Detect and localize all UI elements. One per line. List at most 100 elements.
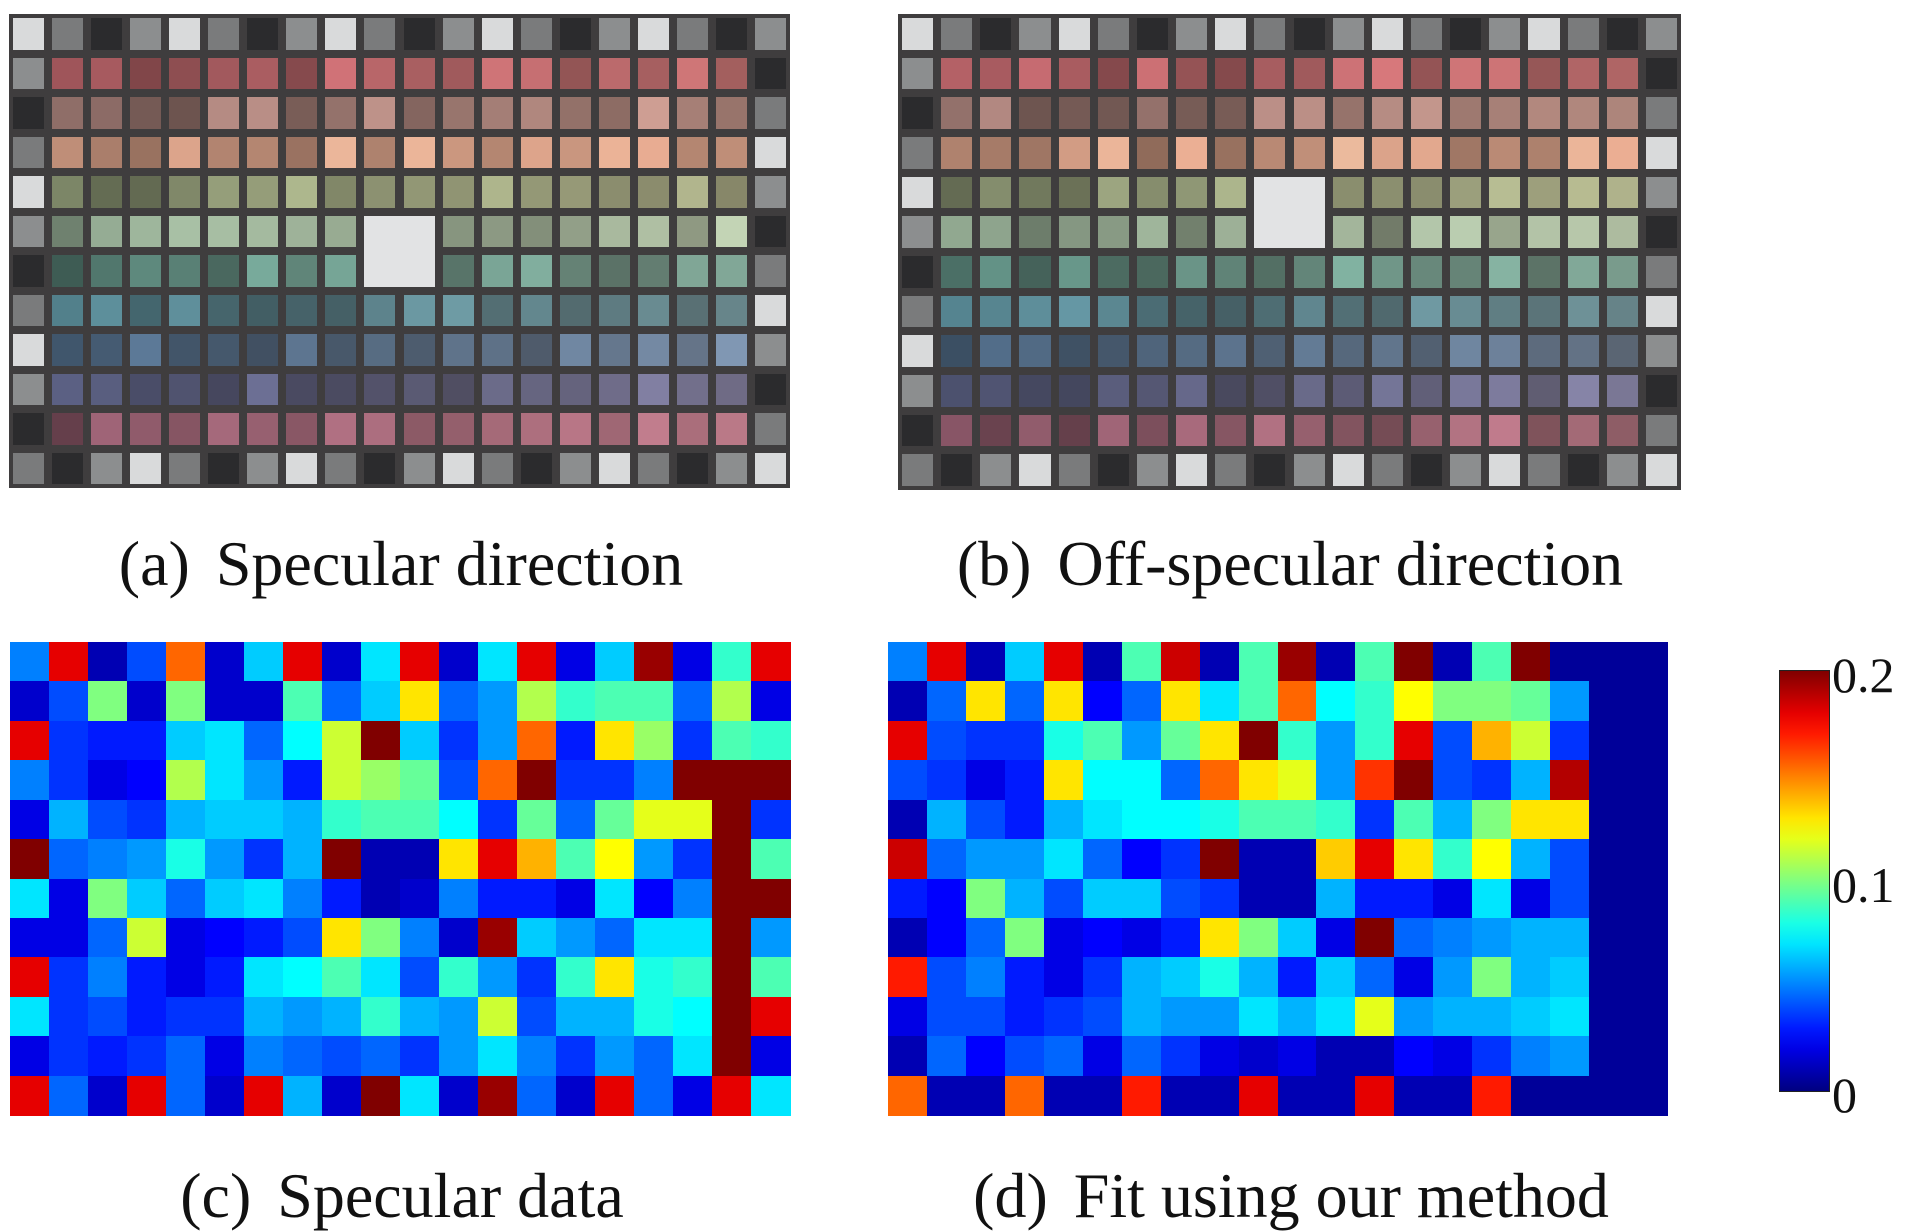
color-patch (1410, 18, 1443, 50)
heatmap-cell (322, 878, 362, 919)
color-patch (1528, 18, 1560, 50)
color-patch (91, 452, 123, 484)
heatmap-cell (1511, 720, 1551, 761)
color-patch (715, 294, 747, 326)
heatmap-cell (673, 720, 713, 761)
heatmap-cell (1082, 878, 1123, 919)
color-patch (980, 454, 1012, 486)
color-patch (1450, 454, 1482, 486)
color-patch (481, 294, 513, 326)
color-patch (1606, 335, 1638, 367)
heatmap-cell (751, 642, 791, 683)
color-patch (941, 176, 973, 209)
heatmap-cell (1160, 720, 1201, 761)
heatmap-cell (1394, 1075, 1434, 1116)
heatmap-cell (1199, 1036, 1240, 1077)
heatmap-cell (49, 957, 89, 998)
heatmap-cell (1511, 760, 1551, 801)
heatmap-cell (1433, 642, 1473, 683)
color-patch (130, 97, 162, 129)
heatmap-cell (127, 917, 167, 958)
color-patch (1332, 335, 1364, 367)
heatmap-cell (1043, 996, 1084, 1037)
color-patch (941, 97, 973, 129)
color-patch (325, 373, 357, 405)
heatmap-cell (439, 917, 479, 958)
heatmap-cell (283, 681, 323, 722)
color-patch (403, 176, 435, 208)
color-patch (1450, 256, 1482, 288)
color-patch (1293, 295, 1325, 328)
heatmap-cell (1511, 1075, 1551, 1116)
color-patch (637, 97, 669, 129)
heatmap-cell (1628, 917, 1668, 958)
color-patch (442, 176, 474, 208)
color-patch (1450, 176, 1482, 209)
color-patch (1410, 454, 1443, 486)
heatmap-cell (1472, 996, 1512, 1037)
color-patch (91, 57, 123, 89)
color-patch (1293, 414, 1325, 447)
color-patch (1097, 256, 1129, 288)
color-patch (1097, 57, 1129, 90)
heatmap-cell (1082, 681, 1123, 722)
heatmap-cell (166, 996, 206, 1037)
heatmap-cell (1511, 799, 1551, 840)
color-patch (676, 294, 708, 326)
color-patch (980, 295, 1012, 328)
heatmap-cell (595, 996, 635, 1037)
color-patch (1567, 335, 1599, 367)
color-patch (208, 334, 240, 366)
heatmap-cell (166, 917, 206, 958)
color-patch (1489, 454, 1521, 486)
heatmap-cell (517, 839, 557, 880)
color-patch (1410, 335, 1443, 367)
color-patch (637, 18, 669, 50)
color-patch (1176, 137, 1208, 169)
heatmap-cell (400, 957, 440, 998)
heatmap-cell (1394, 839, 1434, 880)
color-patch (325, 294, 357, 326)
color-patch (1606, 375, 1638, 407)
color-patch (1097, 414, 1129, 447)
heatmap-cell (751, 878, 791, 919)
heatmap-cell (1550, 720, 1590, 761)
color-patch (1097, 216, 1129, 248)
color-patch (1371, 176, 1403, 209)
heatmap-cell (439, 760, 479, 801)
heatmap-cell (926, 1036, 967, 1077)
color-patch (1606, 137, 1638, 169)
colorbar (1779, 670, 1830, 1092)
heatmap-cell (1160, 878, 1201, 919)
heatmap-cell (49, 996, 89, 1037)
heatmap-cell (1433, 996, 1473, 1037)
heatmap-cell (1238, 760, 1279, 801)
heatmap-cell (1589, 839, 1629, 880)
color-patch (1293, 256, 1325, 288)
heatmap-cell (244, 642, 284, 683)
color-patch (559, 294, 591, 326)
color-patch (1528, 414, 1560, 447)
heatmap-cell (1316, 917, 1356, 958)
heatmap-cell (926, 917, 967, 958)
heatmap-cell (595, 720, 635, 761)
color-patch (1136, 454, 1169, 486)
heatmap-cell (517, 1036, 557, 1077)
heatmap-cell (595, 1036, 635, 1077)
color-patch (676, 176, 708, 208)
heatmap-cell (1589, 996, 1629, 1037)
color-patch (520, 452, 552, 484)
color-patch (52, 452, 84, 484)
color-patch (130, 136, 162, 168)
color-patch (403, 373, 435, 405)
color-patch (1410, 295, 1443, 328)
heatmap-cell (965, 642, 1006, 683)
color-patch (442, 57, 474, 89)
heatmap-cell (1511, 878, 1551, 919)
caption-title: Specular direction (215, 528, 684, 599)
heatmap-cell (478, 1036, 518, 1077)
heatmap-cell (166, 1036, 206, 1077)
heatmap-cell (283, 917, 323, 958)
heatmap-cell (1160, 799, 1201, 840)
heatmap-cell (1199, 642, 1240, 683)
